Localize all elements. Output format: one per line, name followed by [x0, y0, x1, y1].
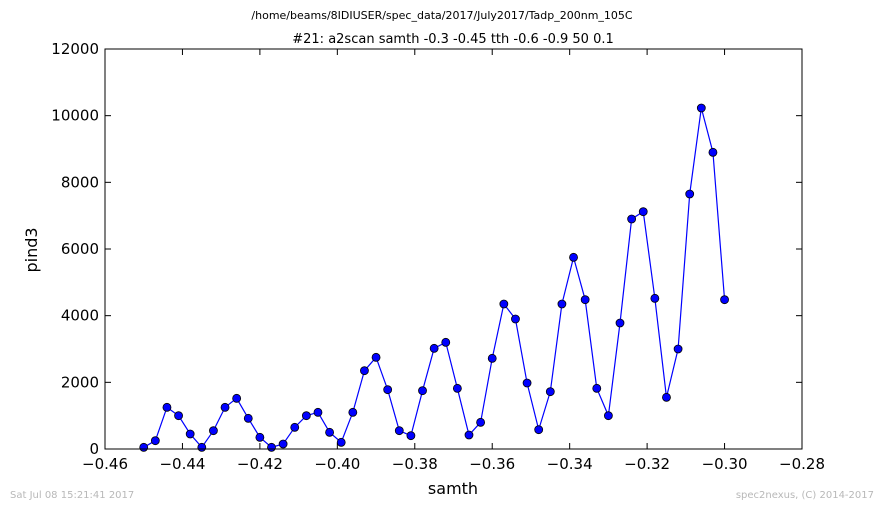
data-point	[150, 436, 160, 446]
data-point	[696, 103, 706, 113]
data-point	[580, 295, 590, 305]
y-tick-label: 12000	[51, 40, 99, 58]
data-point	[278, 439, 288, 449]
data-point	[360, 366, 369, 376]
y-tick-label: 0	[89, 440, 99, 458]
x-axis-label: samth	[428, 479, 478, 498]
data-point	[301, 411, 311, 421]
data-point	[162, 402, 172, 412]
data-point	[499, 299, 509, 309]
x-axis: −0.46 −0.44 −0.42 −0.40 −0.38 −0.36 −0.34 −0.32…	[82, 49, 825, 473]
y-tick-label: 8000	[61, 173, 99, 191]
data-point	[592, 383, 602, 393]
chart-title: #21: a2scan samth -0.3 -0.45 tth -0.6 -0…	[292, 32, 614, 47]
data-point	[534, 425, 544, 435]
data-point	[336, 437, 346, 447]
plot-frame	[104, 48, 803, 450]
data-point	[267, 442, 276, 452]
data-point	[383, 385, 393, 395]
data-point	[243, 413, 253, 423]
data-point	[220, 402, 230, 412]
data-point	[418, 386, 427, 396]
data-point	[209, 426, 218, 436]
y-tick-label: 6000	[61, 240, 99, 258]
data-point	[174, 411, 183, 421]
y-tick-label: 2000	[61, 373, 99, 391]
y-axis-label: pind3	[22, 227, 41, 272]
data-point	[522, 378, 532, 388]
data-point	[232, 393, 242, 403]
data-point	[638, 207, 648, 217]
data-point	[406, 431, 416, 441]
y-tick-label: 10000	[51, 107, 99, 125]
data-point	[255, 432, 265, 442]
data-point	[441, 337, 451, 347]
data-point	[476, 417, 486, 427]
x-tick-label: −0.36	[469, 455, 515, 473]
series-line	[143, 107, 726, 449]
x-tick-label: −0.42	[237, 455, 283, 473]
x-tick-label: −0.38	[392, 455, 438, 473]
data-point	[545, 387, 555, 397]
data-point	[685, 189, 695, 199]
data-point	[464, 430, 474, 440]
data-point	[394, 426, 404, 436]
x-tick-label: −0.40	[314, 455, 360, 473]
data-point	[557, 299, 567, 309]
data-point	[197, 442, 207, 452]
data-point	[627, 214, 637, 224]
data-point	[313, 407, 323, 417]
data-point	[511, 314, 520, 324]
x-tick-label: −0.28	[779, 455, 825, 473]
y-axis: 0 2000 4000 6000 8000 10000 12000	[51, 40, 802, 458]
data-point	[650, 293, 660, 303]
x-tick-label: −0.34	[547, 455, 593, 473]
x-tick-label: −0.32	[624, 455, 670, 473]
plot-area	[139, 103, 729, 452]
data-point	[290, 422, 300, 432]
data-point	[452, 383, 462, 393]
footer-timestamp: Sat Jul 08 15:21:41 2017	[10, 490, 134, 501]
data-point	[139, 442, 149, 452]
data-point	[603, 411, 613, 421]
data-point	[371, 352, 381, 362]
data-point	[325, 427, 334, 437]
data-point	[348, 407, 358, 417]
x-tick-label: −0.44	[159, 455, 205, 473]
data-point	[569, 252, 578, 262]
x-tick-label: −0.46	[82, 455, 128, 473]
x-tick-label: −0.30	[702, 455, 748, 473]
data-point	[720, 295, 729, 305]
data-point	[185, 429, 195, 439]
y-tick-label: 4000	[61, 307, 99, 325]
data-point	[708, 147, 718, 157]
data-point	[487, 353, 497, 363]
chart-path-title: /home/beams/8IDIUSER/spec_data/2017/July…	[251, 9, 633, 22]
data-point	[662, 392, 671, 402]
data-point	[615, 318, 625, 328]
data-point	[429, 343, 439, 353]
footer-credit: spec2nexus, (C) 2014-2017	[736, 490, 874, 501]
data-point	[673, 344, 683, 354]
